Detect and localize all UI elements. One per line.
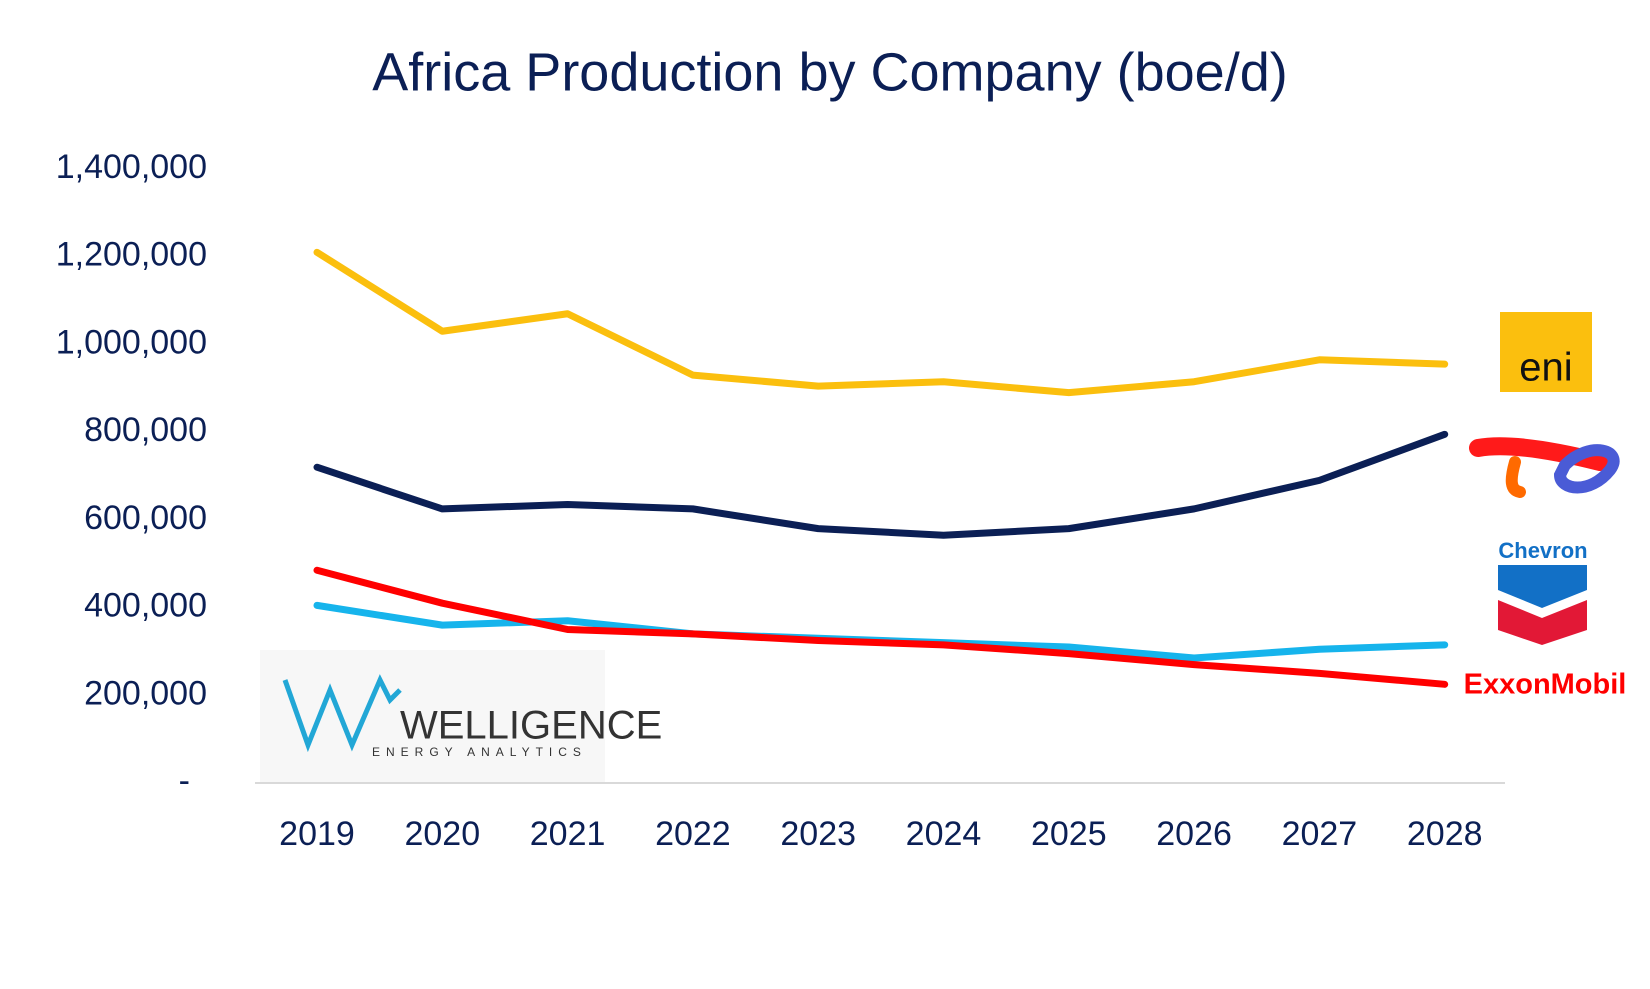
watermark-w xyxy=(282,674,402,753)
legend-label: ExxonMobil xyxy=(1464,669,1627,701)
series-line xyxy=(313,430,1449,539)
watermark: WELLIGENCE ENERGY ANALYTICS xyxy=(260,650,662,783)
legend-label: eni xyxy=(1519,346,1572,390)
chart-title: Africa Production by Company (boe/d) xyxy=(372,42,1287,102)
x-tick-label: 2021 xyxy=(530,815,606,853)
y-tick-label: - xyxy=(179,762,190,800)
series-line xyxy=(313,566,1449,688)
x-tick-label: 2023 xyxy=(780,815,856,853)
total-logo xyxy=(1469,437,1620,498)
x-tick-label: 2026 xyxy=(1156,815,1232,853)
x-tick-label: 2019 xyxy=(279,815,355,853)
eni-box xyxy=(1500,312,1592,392)
x-tick-label: 2027 xyxy=(1282,815,1358,853)
x-tick-label: 2025 xyxy=(1031,815,1107,853)
y-tick-label: 200,000 xyxy=(84,674,207,712)
x-tick-label: 2028 xyxy=(1407,815,1483,853)
y-tick-label: 800,000 xyxy=(84,411,207,449)
series-line xyxy=(313,248,1449,397)
x-tick-label: 2020 xyxy=(404,815,480,853)
x-tick-label: 2024 xyxy=(906,815,982,853)
logo-shape xyxy=(1498,565,1587,608)
watermark-tagline: ENERGY ANALYTICS xyxy=(372,745,587,759)
y-tick-label: 1,200,000 xyxy=(56,236,207,274)
y-tick-label: 400,000 xyxy=(84,587,207,625)
watermark-name: WELLIGENCE xyxy=(400,704,662,748)
logo-shape xyxy=(1505,456,1526,498)
y-tick-label: 1,000,000 xyxy=(56,323,207,361)
logo-shape xyxy=(1498,600,1587,645)
y-tick-label: 600,000 xyxy=(84,499,207,537)
x-tick-label: 2022 xyxy=(655,815,731,853)
logo-shape xyxy=(1553,444,1620,494)
y-tick-label: 1,400,000 xyxy=(56,148,207,186)
legend-label: Chevron xyxy=(1498,538,1587,563)
chevron-logo xyxy=(1498,565,1587,645)
logo-shape xyxy=(1469,437,1609,471)
